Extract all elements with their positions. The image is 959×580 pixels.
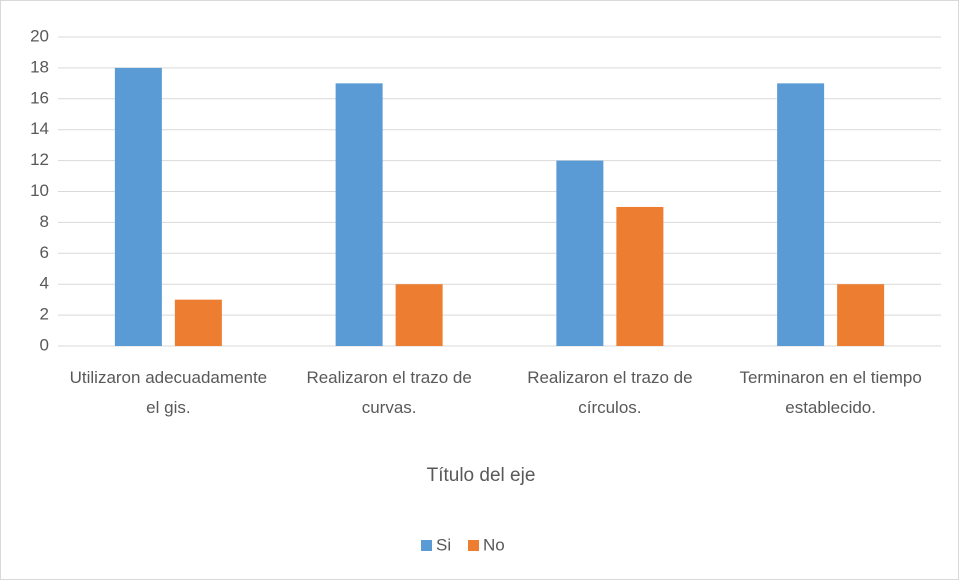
y-tick-label: 20 — [30, 26, 49, 45]
bar — [777, 83, 825, 346]
y-tick-label: 4 — [40, 274, 49, 293]
y-tick-label: 10 — [30, 181, 49, 200]
y-tick-label: 16 — [30, 88, 49, 107]
legend-swatch — [468, 540, 479, 551]
legend-label: Si — [436, 535, 451, 554]
bar — [556, 160, 604, 346]
bar — [335, 83, 383, 346]
x-axis-title: Título del eje — [427, 465, 536, 486]
legend-label: No — [483, 535, 505, 554]
bar — [114, 67, 162, 347]
x-tick-label: Utilizaron adecuadamente el gis. — [69, 368, 268, 417]
bar — [174, 299, 222, 346]
bar — [395, 284, 443, 346]
x-tick-label: Realizaron el trazo de curvas. — [306, 368, 472, 417]
y-tick-label: 8 — [40, 212, 49, 231]
y-tick-label: 12 — [30, 150, 49, 169]
y-tick-label: 6 — [40, 243, 49, 262]
legend-swatch — [421, 540, 432, 551]
y-tick-label: 0 — [40, 335, 49, 354]
y-tick-label: 14 — [30, 119, 49, 138]
y-tick-label: 18 — [30, 57, 49, 76]
x-tick-label: Realizaron el trazo de círculos. — [527, 368, 693, 417]
bar — [837, 284, 885, 346]
bar — [616, 206, 664, 346]
y-tick-label: 2 — [40, 305, 49, 324]
x-tick-label: Terminaron en el tiempo establecido. — [739, 368, 922, 417]
